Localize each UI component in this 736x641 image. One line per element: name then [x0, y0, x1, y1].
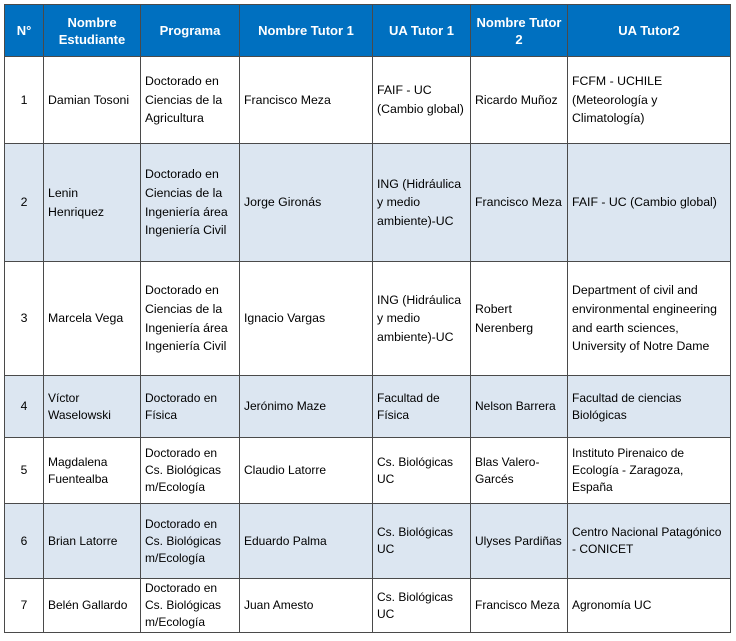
tutor-2-name: Robert Nerenberg [470, 261, 568, 376]
tutor-2-name: Ricardo Muñoz [470, 56, 568, 144]
tutor-2-name: Blas Valero-Garcés [470, 437, 568, 504]
tutor-1-name: Eduardo Palma [239, 503, 373, 579]
tutor-2-unit: Instituto Pirenaico de Ecología - Zarago… [567, 437, 731, 504]
row-number: 5 [4, 437, 44, 504]
tutor-1-unit: ING (Hidráulica y medio ambiente)-UC [372, 143, 471, 262]
table-row: 4 Víctor Waselowski Doctorado en Física … [4, 375, 731, 438]
tutor-1-name: Jorge Gironás [239, 143, 373, 262]
students-table: N° Nombre Estudiante Programa Nombre Tut… [4, 4, 731, 633]
row-number: 4 [4, 375, 44, 438]
tutor-1-name: Jerónimo Maze [239, 375, 373, 438]
tutor-2-name: Francisco Meza [470, 578, 568, 633]
tutor-2-unit: Agronomía UC [567, 578, 731, 633]
tutor-2-name: Nelson Barrera [470, 375, 568, 438]
program: Doctorado en Ciencias de la Agricultura [140, 56, 240, 144]
table-row: 5 Magdalena Fuentealba Doctorado en Cs. … [4, 437, 731, 504]
student-name: Lenin Henriquez [43, 143, 141, 262]
header-programa: Programa [140, 4, 240, 57]
tutor-1-name: Ignacio Vargas [239, 261, 373, 376]
header-ua-tutor-1: UA Tutor 1 [372, 4, 471, 57]
tutor-1-unit: Cs. Biológicas UC [372, 578, 471, 633]
tutor-2-unit: Centro Nacional Patagónico - CONICET [567, 503, 731, 579]
table-row: 6 Brian Latorre Doctorado en Cs. Biológi… [4, 503, 731, 579]
program: Doctorado en Cs. Biológicas m/Ecología [140, 503, 240, 579]
header-ua-tutor-2: UA Tutor2 [567, 4, 731, 57]
student-name: Belén Gallardo [43, 578, 141, 633]
row-number: 1 [4, 56, 44, 144]
header-numero: N° [4, 4, 44, 57]
program: Doctorado en Ciencias de la Ingeniería á… [140, 261, 240, 376]
table-row: 2 Lenin Henriquez Doctorado en Ciencias … [4, 143, 731, 262]
tutor-2-unit: FCFM - UCHILE (Meteorología y Climatolog… [567, 56, 731, 144]
student-name: Magdalena Fuentealba [43, 437, 141, 504]
program: Doctorado en Cs. Biológicas m/Ecología [140, 578, 240, 633]
header-row: N° Nombre Estudiante Programa Nombre Tut… [4, 4, 731, 57]
tutor-1-name: Juan Amesto [239, 578, 373, 633]
tutor-2-name: Ulyses Pardiñas [470, 503, 568, 579]
tutor-1-name: Francisco Meza [239, 56, 373, 144]
tutor-1-unit: Cs. Biológicas UC [372, 503, 471, 579]
tutor-2-unit: Facultad de ciencias Biológicas [567, 375, 731, 438]
table-row: 3 Marcela Vega Doctorado en Ciencias de … [4, 261, 731, 376]
header-nombre-tutor-1: Nombre Tutor 1 [239, 4, 373, 57]
row-number: 2 [4, 143, 44, 262]
tutor-2-name: Francisco Meza [470, 143, 568, 262]
tutor-1-unit: ING (Hidráulica y medio ambiente)-UC [372, 261, 471, 376]
program: Doctorado en Cs. Biológicas m/Ecología [140, 437, 240, 504]
student-name: Damian Tosoni [43, 56, 141, 144]
table-row: 1 Damian Tosoni Doctorado en Ciencias de… [4, 56, 731, 144]
tutor-1-unit: FAIF - UC (Cambio global) [372, 56, 471, 144]
tutor-1-unit: Facultad de Física [372, 375, 471, 438]
tutor-1-name: Claudio Latorre [239, 437, 373, 504]
header-nombre-tutor-2: Nombre Tutor 2 [470, 4, 568, 57]
tutor-2-unit: Department of civil and environmental en… [567, 261, 731, 376]
tutor-2-unit: FAIF - UC (Cambio global) [567, 143, 731, 262]
program: Doctorado en Ciencias de la Ingeniería á… [140, 143, 240, 262]
table-row: 7 Belén Gallardo Doctorado en Cs. Biológ… [4, 578, 731, 633]
row-number: 6 [4, 503, 44, 579]
program: Doctorado en Física [140, 375, 240, 438]
row-number: 3 [4, 261, 44, 376]
row-number: 7 [4, 578, 44, 633]
student-name: Víctor Waselowski [43, 375, 141, 438]
student-name: Brian Latorre [43, 503, 141, 579]
header-nombre-estudiante: Nombre Estudiante [43, 4, 141, 57]
student-name: Marcela Vega [43, 261, 141, 376]
tutor-1-unit: Cs. Biológicas UC [372, 437, 471, 504]
